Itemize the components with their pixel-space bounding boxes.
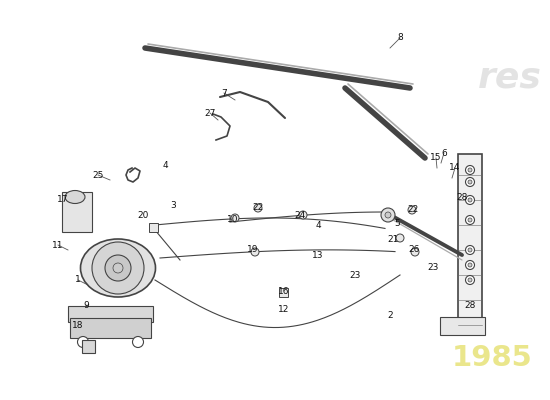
Circle shape [468,218,472,222]
Text: 10: 10 [227,216,239,224]
Text: 17: 17 [57,196,69,204]
Text: 23: 23 [427,264,439,272]
Text: 6: 6 [441,148,447,158]
Circle shape [385,212,391,218]
Circle shape [299,211,307,219]
Text: 4: 4 [315,220,321,230]
Circle shape [465,178,475,186]
Ellipse shape [65,190,85,204]
Text: 11: 11 [52,240,64,250]
Text: 22: 22 [252,204,263,212]
Text: 2: 2 [387,310,393,320]
Text: 8: 8 [397,34,403,42]
Text: 28: 28 [464,300,476,310]
Circle shape [78,336,89,348]
Text: 20: 20 [138,210,148,220]
Bar [279,288,288,297]
Text: 18: 18 [72,320,84,330]
Bar [62,192,92,232]
Text: 21: 21 [387,236,399,244]
Circle shape [105,255,131,281]
Circle shape [468,248,472,252]
Text: 23: 23 [349,270,361,280]
Circle shape [465,260,475,270]
Text: 25: 25 [92,170,104,180]
Text: 1985: 1985 [452,344,532,372]
Text: 26: 26 [408,246,420,254]
Circle shape [465,276,475,284]
Text: 1: 1 [75,276,81,284]
Circle shape [396,234,404,242]
Bar [82,340,95,353]
Text: 28: 28 [456,194,468,202]
Bar [458,154,482,330]
Bar [149,223,158,232]
Circle shape [231,214,239,222]
Text: 24: 24 [294,210,306,220]
Circle shape [465,196,475,204]
Circle shape [468,168,472,172]
Circle shape [254,204,262,212]
Text: 7: 7 [221,88,227,98]
Text: 5: 5 [394,218,400,228]
Ellipse shape [80,239,156,297]
Text: 14: 14 [449,164,461,172]
Circle shape [92,242,144,294]
Bar [70,318,151,338]
Bar [68,306,153,322]
Text: 4: 4 [162,160,168,170]
Text: 22: 22 [408,206,419,214]
Circle shape [468,198,472,202]
Text: 12: 12 [278,306,290,314]
Text: res: res [478,61,542,95]
Text: 3: 3 [170,200,176,210]
Circle shape [468,180,472,184]
Circle shape [465,166,475,174]
Bar [440,317,485,335]
Text: 16: 16 [278,286,290,296]
Circle shape [465,246,475,254]
Text: 9: 9 [83,300,89,310]
Circle shape [113,263,123,273]
Circle shape [465,216,475,224]
Circle shape [468,278,472,282]
Circle shape [411,248,419,256]
Circle shape [381,208,395,222]
Text: 19: 19 [248,246,258,254]
Circle shape [133,336,144,348]
Circle shape [408,206,416,214]
Circle shape [251,248,259,256]
Text: 27: 27 [204,108,216,118]
Text: 15: 15 [430,154,442,162]
Text: 13: 13 [312,250,324,260]
Circle shape [468,263,472,267]
